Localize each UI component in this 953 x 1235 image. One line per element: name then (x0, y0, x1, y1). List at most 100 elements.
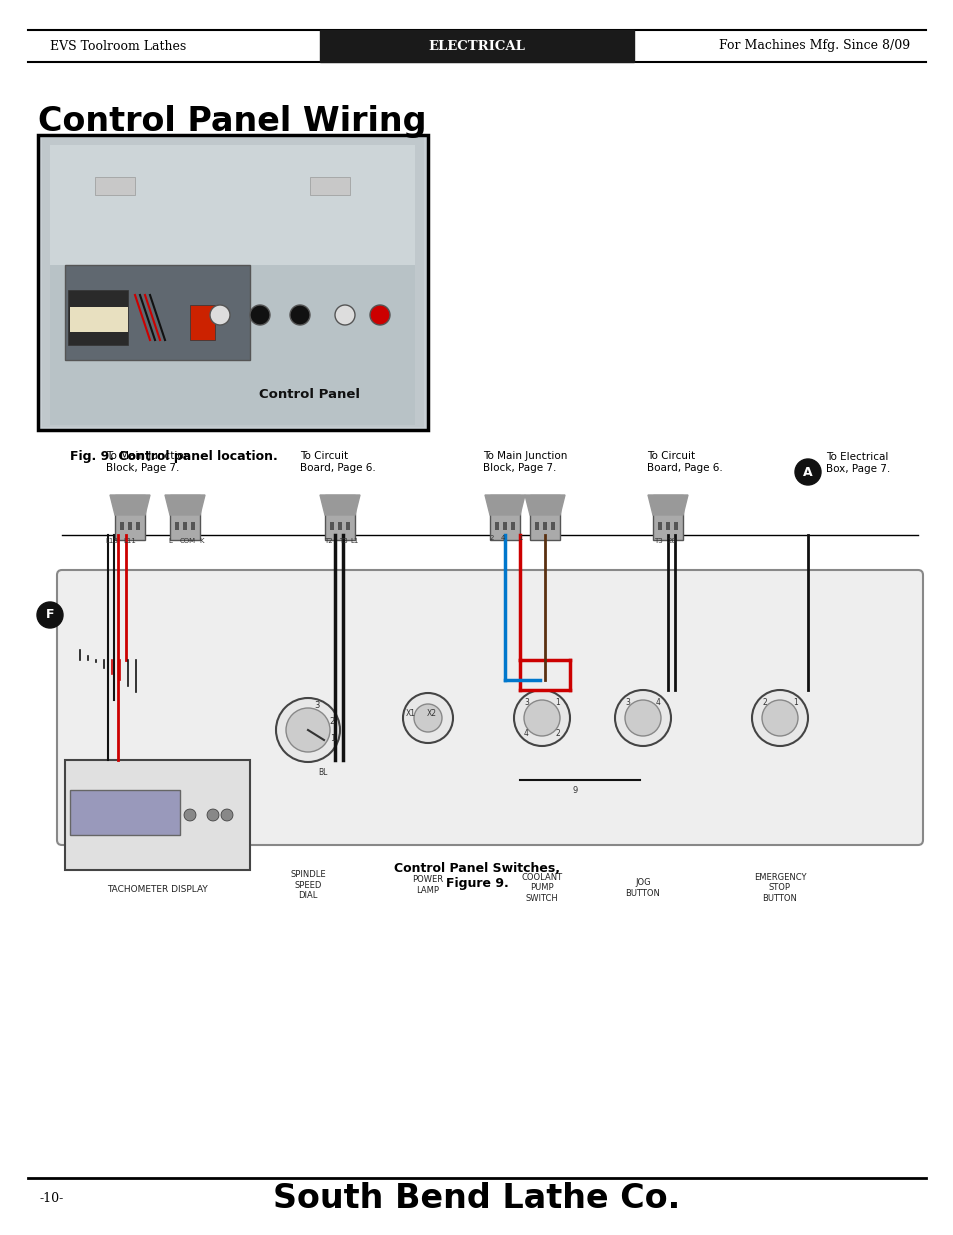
Text: SPINDLE
SPEED
DIAL: SPINDLE SPEED DIAL (290, 871, 326, 900)
Text: 3: 3 (314, 701, 319, 710)
Bar (183, 522, 187, 530)
Bar (70, 308, 128, 332)
Polygon shape (319, 495, 359, 515)
Circle shape (402, 693, 453, 743)
Bar (38, 135, 428, 430)
Bar (337, 522, 341, 530)
Bar (346, 522, 350, 530)
Text: To Main Junction
Block, Page 7.: To Main Junction Block, Page 7. (106, 452, 190, 473)
Text: To Main Junction
Block, Page 7.: To Main Junction Block, Page 7. (482, 452, 567, 473)
Circle shape (210, 305, 230, 325)
Text: JOG
BUTTON: JOG BUTTON (625, 878, 659, 898)
Text: 4: 4 (523, 729, 528, 739)
Bar (325, 495, 355, 540)
Text: 3: 3 (624, 698, 629, 706)
Bar (190, 305, 214, 340)
Bar (174, 522, 179, 530)
Text: Control Panel Switches,: Control Panel Switches, (394, 862, 559, 876)
Bar (330, 522, 334, 530)
Bar (535, 522, 538, 530)
Text: X1: X1 (406, 709, 416, 718)
Text: Figure 9.: Figure 9. (445, 877, 508, 890)
Text: 2: 2 (489, 535, 494, 541)
Circle shape (523, 700, 559, 736)
Bar (128, 522, 132, 530)
Circle shape (275, 698, 339, 762)
Text: 2: 2 (330, 716, 335, 726)
Polygon shape (647, 495, 687, 515)
Bar (542, 522, 546, 530)
Circle shape (414, 704, 441, 732)
Bar (115, 495, 145, 540)
Text: 20: 20 (667, 538, 676, 543)
Circle shape (514, 690, 569, 746)
Bar (50, 266, 415, 425)
Text: 1: 1 (792, 698, 797, 706)
Text: 1: 1 (555, 698, 559, 706)
Bar (68, 290, 128, 345)
Text: ELECTRICAL: ELECTRICAL (428, 40, 525, 53)
Circle shape (370, 305, 390, 325)
Text: To Circuit
Board, Page 6.: To Circuit Board, Page 6. (300, 452, 375, 473)
Text: A: A (802, 466, 812, 478)
Polygon shape (484, 495, 524, 515)
Circle shape (761, 700, 797, 736)
Circle shape (751, 690, 807, 746)
Text: 2: 2 (555, 729, 559, 739)
Text: To Circuit
Board, Page 6.: To Circuit Board, Page 6. (646, 452, 722, 473)
Circle shape (335, 305, 355, 325)
Text: Fig. 9. Control panel location.: Fig. 9. Control panel location. (70, 450, 277, 463)
Bar (652, 495, 682, 540)
Bar (120, 522, 124, 530)
Text: Box, Page 7.: Box, Page 7. (825, 464, 889, 474)
Bar (530, 495, 559, 540)
Bar (50, 144, 415, 266)
Text: 2: 2 (761, 698, 766, 706)
Circle shape (286, 708, 330, 752)
Circle shape (794, 459, 821, 485)
Bar (665, 522, 669, 530)
Text: 3: 3 (523, 698, 528, 706)
Text: T3: T3 (653, 538, 661, 543)
Bar (70, 790, 180, 835)
Bar (191, 522, 194, 530)
Text: Control Panel Wiring: Control Panel Wiring (38, 105, 426, 138)
Polygon shape (110, 495, 150, 515)
Text: TACHOMETER DISPLAY: TACHOMETER DISPLAY (107, 885, 207, 894)
Bar (65, 760, 250, 869)
Circle shape (250, 305, 270, 325)
Bar (511, 522, 515, 530)
Bar (95, 177, 135, 195)
Text: L: L (168, 538, 172, 543)
Circle shape (221, 809, 233, 821)
Text: F: F (46, 609, 54, 621)
Text: T2: T2 (323, 538, 332, 543)
Text: L11: L11 (124, 538, 136, 543)
Bar (170, 495, 200, 540)
Bar (310, 177, 350, 195)
Circle shape (290, 305, 310, 325)
Text: L1: L1 (351, 538, 359, 543)
Circle shape (184, 809, 195, 821)
Text: COOLANT
PUMP
SWITCH: COOLANT PUMP SWITCH (521, 873, 562, 903)
Text: POWER
LAMP: POWER LAMP (412, 876, 443, 894)
Bar (658, 522, 661, 530)
Text: For Machines Mfg. Since 8/09: For Machines Mfg. Since 8/09 (719, 40, 909, 53)
Text: South Bend Lathe Co.: South Bend Lathe Co. (274, 1182, 679, 1214)
Text: X2: X2 (427, 709, 436, 718)
Bar (551, 522, 555, 530)
Bar (495, 522, 498, 530)
Text: Control Panel: Control Panel (259, 389, 360, 401)
Text: 1: 1 (330, 735, 335, 743)
Circle shape (37, 601, 63, 629)
Text: EVS Toolroom Lathes: EVS Toolroom Lathes (50, 40, 186, 53)
Bar (319, 30, 634, 62)
Text: 4: 4 (656, 698, 660, 706)
Circle shape (615, 690, 670, 746)
Bar (136, 522, 140, 530)
Text: T3: T3 (338, 538, 347, 543)
Bar (65, 266, 250, 359)
Polygon shape (524, 495, 564, 515)
Text: -10-: -10- (40, 1192, 64, 1204)
Text: 4: 4 (500, 535, 505, 541)
